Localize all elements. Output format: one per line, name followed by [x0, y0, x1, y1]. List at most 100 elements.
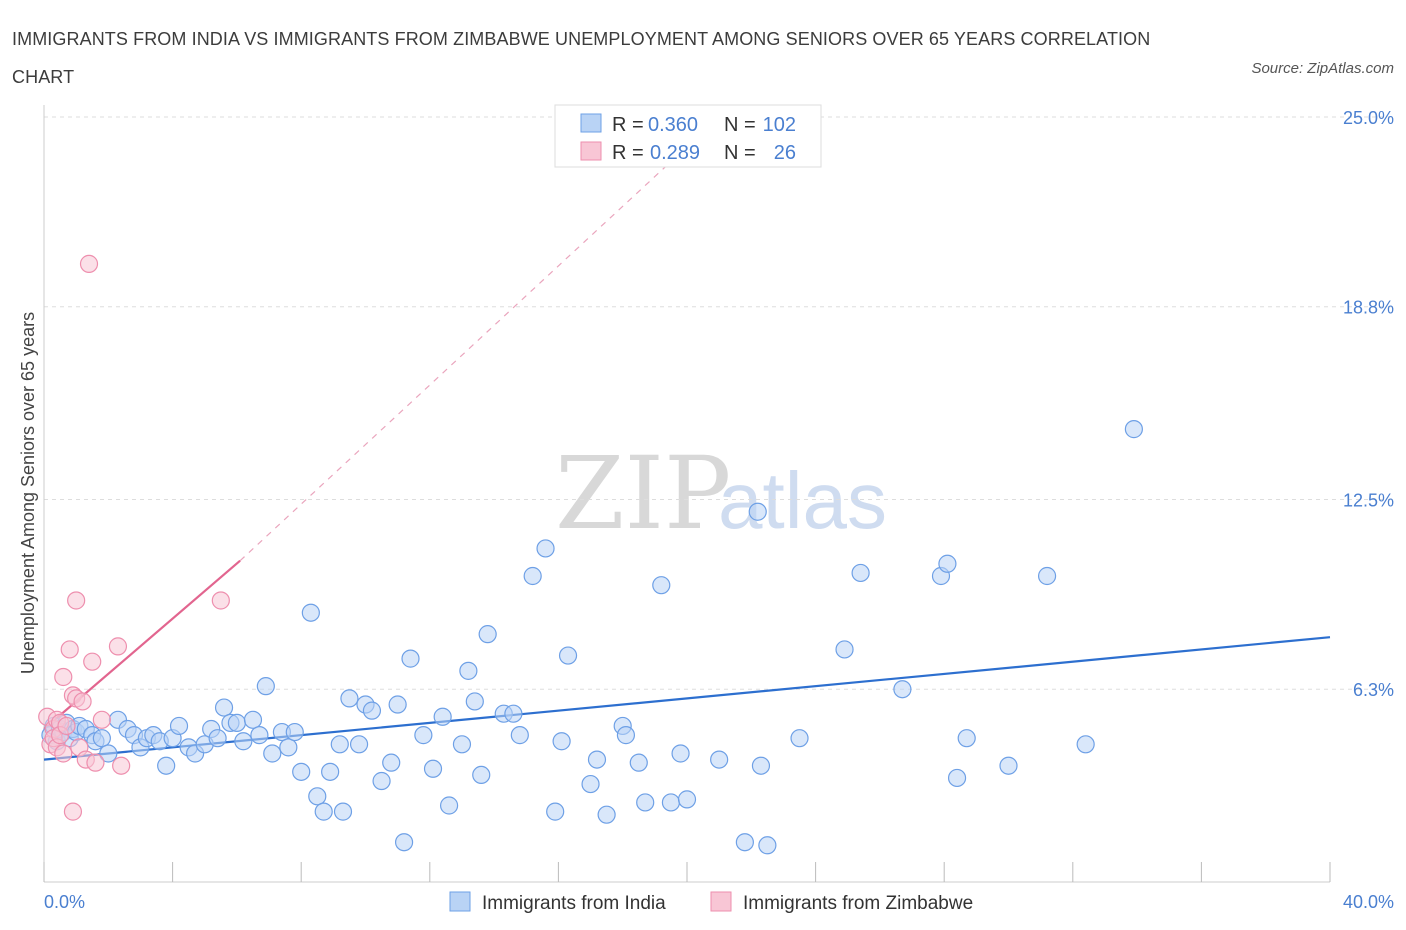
india-point [710, 750, 729, 769]
india-point [735, 833, 754, 852]
zimbabwe-point [54, 667, 73, 687]
india-point [333, 802, 353, 821]
india-point [433, 707, 452, 726]
zimbabwe-point [108, 637, 128, 656]
india-point [472, 765, 491, 785]
zimbabwe-point [60, 640, 79, 659]
india-point [459, 661, 478, 680]
stats-zimbabwe-swatch [580, 141, 602, 161]
india-point [214, 698, 234, 717]
india-point [677, 790, 697, 809]
india-point [301, 603, 320, 622]
india-point [1076, 735, 1095, 754]
x-tick-label-min: 0.0% [44, 892, 85, 912]
zimbabwe-point [211, 591, 230, 610]
india-point [597, 805, 616, 824]
zimbabwe-point [92, 710, 111, 729]
stats-zimbabwe-r-label: R = [612, 142, 644, 164]
india-point [285, 722, 304, 742]
india-point [581, 774, 600, 794]
india-point [835, 640, 854, 659]
india-point [263, 744, 282, 763]
india-point [1124, 420, 1143, 439]
india-point [636, 793, 655, 812]
india-point [439, 796, 459, 815]
india-point [372, 771, 391, 791]
stats-india-swatch [580, 113, 602, 133]
india-point [616, 726, 636, 745]
india-point [314, 802, 333, 821]
x-tick-label-max: 40.0% [1343, 892, 1394, 912]
chart-title: IMMIGRANTS FROM INDIA VS IMMIGRANTS FROM… [12, 29, 1151, 87]
india-point [330, 735, 349, 754]
india-point [340, 689, 359, 708]
zimbabwe-point [54, 744, 73, 763]
india-point [208, 729, 227, 748]
watermark-atlas: atlas [718, 456, 887, 545]
india-point [587, 750, 607, 769]
india-point [423, 759, 443, 778]
india-point [558, 646, 578, 665]
stats-india-n-label: N = [724, 114, 756, 136]
zimbabwe-trend-extension [239, 116, 720, 562]
india-point [465, 692, 484, 711]
legend-india-label: Immigrants from India [482, 893, 666, 914]
y-axis-label: Unemployment Among Seniors over 65 years [18, 312, 38, 674]
india-point [947, 768, 967, 788]
chart-source: Source: ZipAtlas.com [1251, 60, 1394, 77]
y-tick-label: 12.5% [1343, 491, 1394, 511]
india-point [478, 625, 497, 644]
india-point [349, 735, 369, 754]
india-point [99, 744, 118, 763]
series-zimbabwe-points [38, 254, 230, 821]
india-point [279, 738, 298, 757]
legend-zimbabwe-label: Immigrants from Zimbabwe [743, 893, 973, 914]
india-point [546, 802, 565, 821]
india-point [256, 677, 275, 696]
stats-zimbabwe-n-value: 26 [774, 142, 796, 164]
india-point [938, 554, 957, 573]
india-point [92, 729, 111, 748]
zimbabwe-point [63, 802, 83, 821]
y-tick-label: 18.8% [1343, 298, 1394, 318]
india-point [999, 756, 1018, 775]
india-point [957, 729, 976, 748]
legend-zimbabwe-swatch [710, 891, 732, 912]
india-point [758, 836, 777, 855]
stats-india-r-value: 0.360 [648, 114, 698, 136]
zimbabwe-point [67, 591, 86, 610]
india-point [250, 726, 269, 745]
india-point [414, 726, 433, 745]
india-point [401, 649, 420, 668]
x-ticks [43, 862, 1331, 882]
india-point [661, 793, 681, 812]
zimbabwe-point [57, 716, 76, 736]
india-point [321, 762, 340, 781]
y-tick-labels: 6.3% 12.5% 18.8% 25.0% [1343, 108, 1394, 700]
india-point [169, 716, 189, 736]
india-point [234, 732, 253, 751]
stats-zimbabwe-n-label: N = [724, 142, 756, 164]
y-tick-label: 6.3% [1353, 680, 1394, 700]
india-point [523, 566, 542, 586]
india-point [157, 756, 176, 775]
india-point [362, 701, 382, 720]
stats-india-n-value: 102 [763, 114, 796, 136]
y-tick-label: 25.0% [1343, 108, 1394, 128]
india-point [452, 735, 472, 754]
india-point [1037, 566, 1057, 586]
india-point [382, 753, 401, 772]
india-point [748, 502, 767, 521]
india-point [292, 762, 311, 781]
watermark-zip: ZIP [555, 435, 731, 552]
india-point [227, 713, 246, 732]
stats-legend: R = 0.360 N = 102 R = 0.289 N = 26 [554, 104, 822, 168]
india-point [751, 756, 771, 775]
zimbabwe-point [83, 652, 102, 671]
india-point [510, 726, 529, 745]
stats-zimbabwe-r-value: 0.289 [650, 142, 700, 164]
india-point [243, 710, 263, 729]
india-point [536, 539, 555, 558]
legend-india-swatch [449, 891, 471, 912]
